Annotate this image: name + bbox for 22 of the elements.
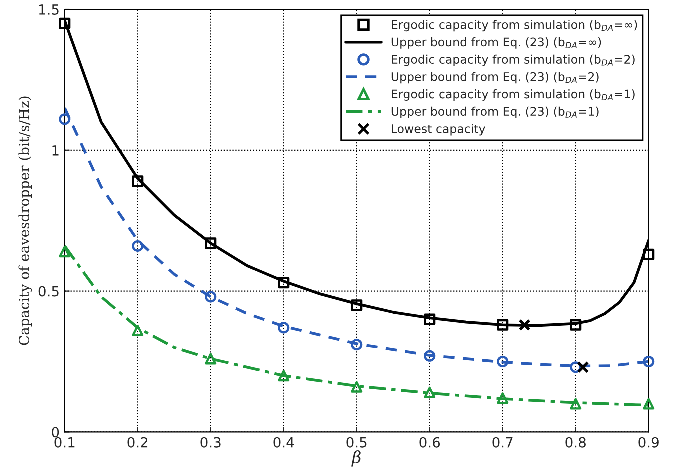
x-tick-label: 0.5 — [346, 437, 367, 448]
x-axis-title: β — [352, 450, 361, 467]
y-tick-label: 0 — [52, 427, 60, 438]
x-tick-label: 0.4 — [274, 437, 294, 448]
y-axis-title: Capacity of eavesdropper (bit/s/Hz) — [18, 96, 32, 346]
x-tick-label: 0.7 — [492, 437, 513, 448]
legend-label: Upper bound from Eq. (23) (b$_{DA}$=1) — [392, 106, 599, 118]
legend-label: Upper bound from Eq. (23) (b$_{DA}$=2) — [392, 72, 599, 84]
legend-label: Lowest capacity — [392, 124, 486, 136]
legend-label: Ergodic capacity from simulation (b$_{DA}$=∞) — [392, 20, 638, 32]
y-tick-label: 0.5 — [38, 286, 59, 297]
x-tick-label: 0.2 — [128, 437, 148, 448]
x-tick-label: 0.1 — [54, 437, 75, 448]
y-tick-label: 1.5 — [39, 4, 59, 15]
x-tick-label: 0.8 — [566, 437, 586, 448]
legend-label: Ergodic capacity from simulation (b$_{DA}$=1) — [392, 90, 635, 101]
x-tick-label: 0.6 — [420, 437, 440, 448]
legend-label: Upper bound from Eq. (23) (b$_{DA}$=∞) — [392, 38, 602, 49]
x-tick-label: 0.3 — [200, 437, 221, 448]
x-tick-label: 0.9 — [638, 437, 659, 448]
y-tick-label: 1 — [52, 146, 59, 156]
legend-label: Ergodic capacity from simulation (b$_{DA}$=2) — [392, 54, 635, 66]
